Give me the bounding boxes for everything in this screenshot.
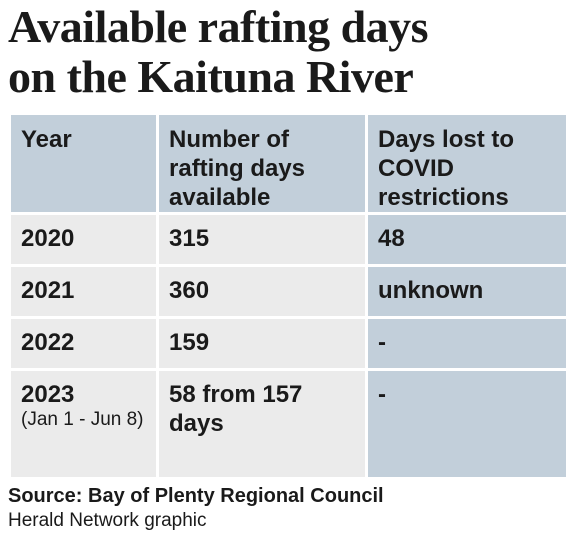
cell-year: 2021 bbox=[8, 264, 159, 319]
title-line-1: Available rafting days bbox=[8, 1, 429, 52]
title-line-2: on the Kaituna River bbox=[8, 51, 414, 102]
table-row: 2023 (Jan 1 - Jun 8) 58 from 157 days - bbox=[8, 368, 569, 480]
cell-year: 2020 bbox=[8, 212, 159, 267]
cell-days-lost: unknown bbox=[365, 264, 569, 319]
credit-line: Herald Network graphic bbox=[8, 510, 207, 531]
cell-year: 2023 bbox=[21, 381, 75, 408]
header-year: Year bbox=[8, 112, 159, 215]
cell-days-lost: 48 bbox=[365, 212, 569, 267]
cell-rafting-days: 360 bbox=[156, 264, 368, 319]
cell-rafting-days: 159 bbox=[156, 316, 368, 371]
header-rafting-days: Number of rafting days available bbox=[156, 112, 368, 215]
header-days-lost: Days lost to COVID restrictions bbox=[365, 112, 569, 215]
rafting-days-table: Year Number of rafting days available Da… bbox=[8, 112, 569, 480]
table-row: 2022 159 - bbox=[8, 316, 569, 371]
cell-year: 2022 bbox=[8, 316, 159, 371]
table-row: 2020 315 48 bbox=[8, 212, 569, 267]
table-row: 2021 360 unknown bbox=[8, 264, 569, 319]
cell-days-lost: - bbox=[365, 368, 569, 480]
cell-rafting-days: 315 bbox=[156, 212, 368, 267]
source-line: Source: Bay of Plenty Regional Council bbox=[8, 485, 384, 507]
cell-year-with-note: 2023 (Jan 1 - Jun 8) bbox=[8, 368, 159, 480]
cell-days-lost: - bbox=[365, 316, 569, 371]
cell-rafting-days: 58 from 157 days bbox=[156, 368, 368, 480]
graphic-title: Available rafting days on the Kaituna Ri… bbox=[8, 2, 568, 102]
table-header-row: Year Number of rafting days available Da… bbox=[8, 112, 569, 215]
year-date-range-note: (Jan 1 - Jun 8) bbox=[21, 409, 144, 430]
